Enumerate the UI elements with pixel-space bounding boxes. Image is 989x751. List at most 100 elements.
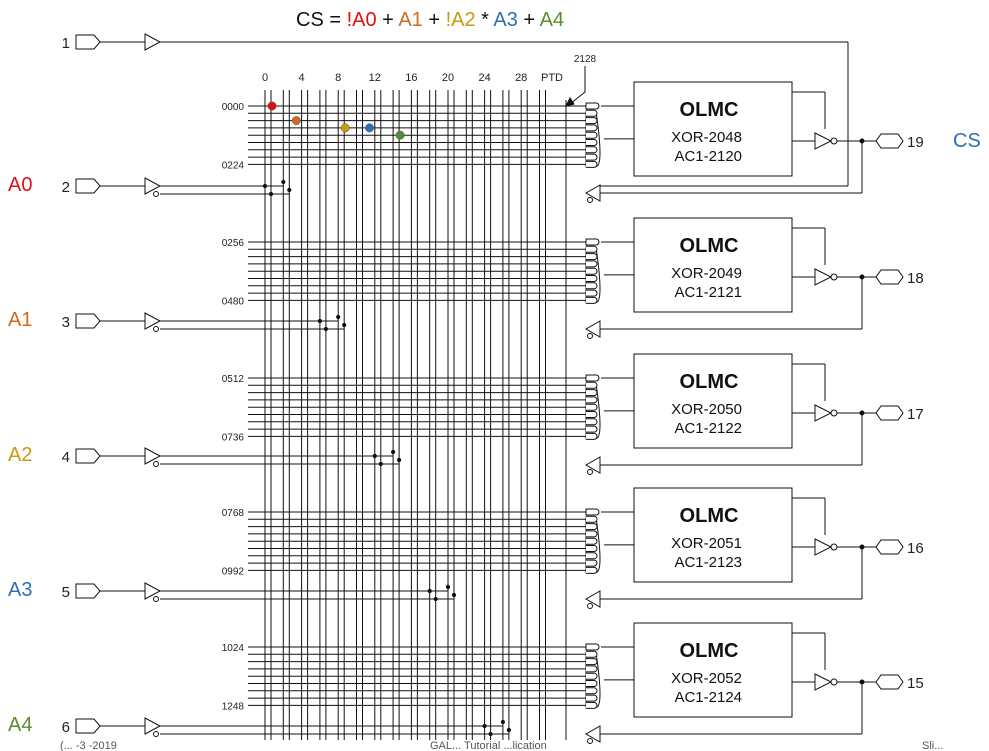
input-buffer [144, 582, 162, 600]
row-number-first: 0000 [222, 102, 245, 113]
ptd-arrow [569, 66, 586, 105]
olmc-title: OLMC [680, 640, 739, 662]
olmc-ac1: AC1-2122 [674, 420, 742, 437]
output-buffer [814, 673, 833, 691]
and-gate [586, 124, 598, 132]
oe-and-gate [585, 374, 600, 382]
inverter-bubble [830, 273, 838, 281]
and-gate [586, 131, 598, 139]
input-inverter-bubble [153, 596, 159, 602]
fuse-dots [267, 101, 405, 140]
ptd-label: PTD [541, 72, 563, 84]
input-buffer [144, 717, 162, 735]
olmc-ac1: AC1-2124 [674, 689, 742, 706]
output-buffer [814, 404, 833, 422]
olmc-ac1: AC1-2120 [674, 148, 742, 165]
and-gate [586, 403, 598, 411]
olmc-box [633, 622, 793, 718]
and-gate [586, 109, 598, 117]
and-gate [586, 267, 598, 275]
olmc-title: OLMC [680, 99, 739, 121]
footer-right: Sli... [922, 740, 943, 751]
oe-and-gate [585, 238, 600, 246]
feedback-buffer [584, 184, 601, 202]
fuse-dot [365, 123, 374, 133]
input-signal-label: A4 [8, 714, 32, 736]
row-number-first: 1024 [222, 643, 245, 654]
input-pin-number: 3 [62, 314, 70, 331]
gates [75, 33, 904, 744]
and-gate [586, 432, 598, 440]
olmc-xor: XOR-2051 [671, 535, 742, 552]
output-pin-number: 15 [907, 675, 924, 692]
input-pin-connector [75, 448, 101, 464]
input-pin-number: 4 [62, 449, 70, 466]
output-pin-number: 18 [907, 270, 924, 287]
and-gate [586, 289, 598, 297]
equation-term: * [476, 9, 490, 31]
olmc-box [633, 81, 793, 177]
olmc-box [633, 217, 793, 313]
feedback-bubble [587, 333, 593, 339]
and-gate [586, 530, 598, 538]
column-number: 0 [262, 72, 268, 84]
and-gate [586, 687, 598, 695]
equation-term: !A2 [440, 9, 476, 31]
fuse-matrix [248, 90, 586, 740]
and-gate [586, 389, 598, 397]
output-pin-number: 19 [907, 134, 924, 151]
and-gate [586, 253, 598, 261]
output-pin-connector [875, 269, 904, 285]
output-pin-number: 16 [907, 540, 924, 557]
input-inverter-bubble [153, 461, 159, 467]
labels: 0 4 8 12 16 20 24 28 PTD212800000224OLMCXOR-2048… [8, 35, 981, 751]
row-number-last: 0224 [222, 160, 245, 171]
and-gate [586, 139, 598, 146]
input-pin-number: 2 [62, 179, 70, 196]
equation-term: + [518, 9, 535, 31]
feedback-bubble [587, 469, 593, 475]
olmc-ac1: AC1-2123 [674, 554, 742, 571]
feedback-buffer [584, 456, 601, 474]
column-number: 8 [335, 72, 341, 84]
and-gate [586, 650, 598, 658]
and-gate [586, 515, 598, 523]
olmc-xor: XOR-2050 [671, 401, 742, 418]
output-buffer [814, 132, 833, 150]
column-number: 4 [299, 72, 305, 84]
olmc-title: OLMC [680, 371, 739, 393]
ptd-number: 2128 [574, 54, 597, 65]
olmc-ac1: AC1-2121 [674, 284, 742, 301]
feedback-bubble [587, 738, 593, 744]
olmc-title: OLMC [680, 505, 739, 527]
feedback-buffer [584, 320, 601, 338]
row-number-last: 0992 [222, 566, 245, 577]
and-gate [586, 117, 598, 125]
output-signal-label: CS [953, 130, 981, 152]
input-buffer [144, 33, 162, 51]
output-pin-connector [875, 674, 904, 690]
olmc-xor: XOR-2052 [671, 670, 742, 687]
and-gate [586, 537, 598, 545]
and-gate [586, 523, 598, 531]
and-gate [586, 545, 598, 552]
and-gate [586, 411, 598, 418]
input-signal-label: A0 [8, 174, 32, 196]
and-gate [586, 566, 598, 574]
column-number: 20 [442, 72, 454, 84]
equation-term: A4 [535, 9, 564, 31]
and-gate [586, 160, 598, 168]
row-number-last: 1248 [222, 701, 245, 712]
footer-middle: GAL... Tutorial ...lication [430, 740, 547, 751]
output-pin-number: 17 [907, 406, 924, 423]
cs-equation: CS = !A0 + A1 + !A2 * A3 + A4 [296, 9, 564, 31]
column-number: 28 [515, 72, 527, 84]
input-buffer [144, 312, 162, 330]
wiring [100, 41, 876, 737]
input-pin-number: 5 [62, 584, 70, 601]
input-pin-connector [75, 34, 101, 50]
equation-term: !A0 [341, 9, 377, 31]
and-gate [586, 153, 598, 161]
fuse-dot [267, 101, 277, 111]
olmc-box [633, 487, 793, 583]
